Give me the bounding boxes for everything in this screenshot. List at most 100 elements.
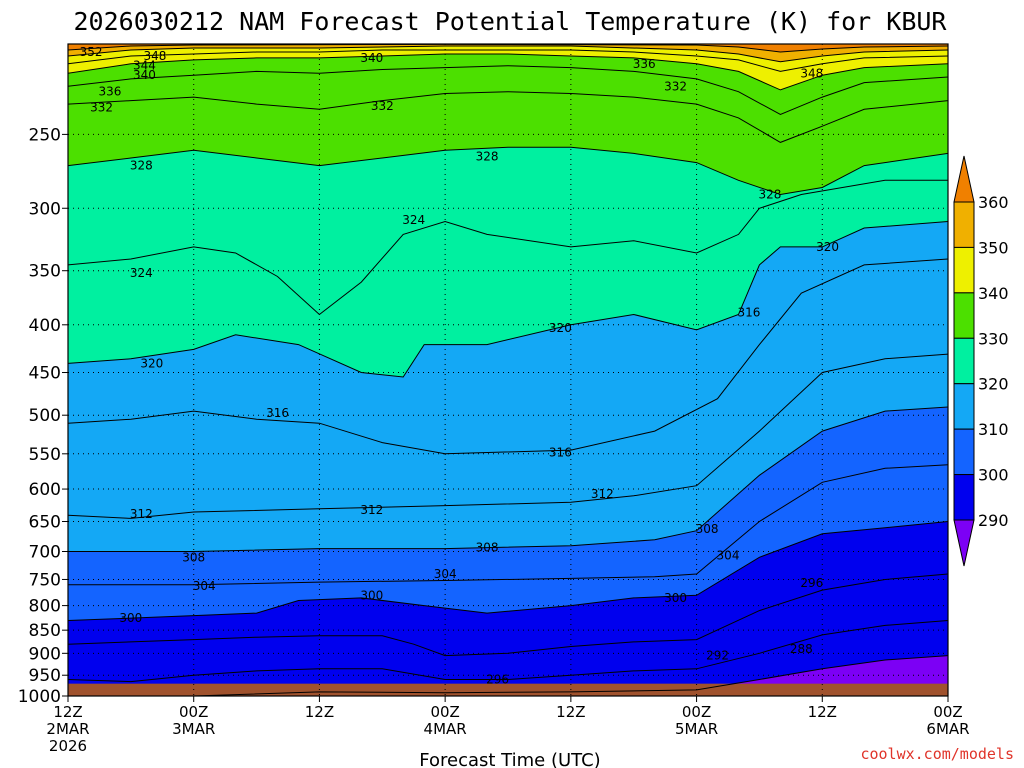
contour-label: 304 — [434, 567, 457, 581]
isentrope-352 — [68, 44, 948, 53]
contour-label: 304 — [193, 579, 216, 593]
y-tick-label: 900 — [29, 644, 61, 664]
contour-label: 332 — [90, 101, 113, 115]
contour-label: 328 — [476, 149, 499, 163]
colorbar-label: 310 — [978, 420, 1009, 439]
contour-label: 320 — [140, 356, 163, 370]
colorbar-label: 320 — [978, 375, 1009, 394]
contour-label: 312 — [360, 503, 383, 517]
y-tick-label: 650 — [29, 512, 61, 532]
contour-label: 300 — [119, 611, 142, 625]
contour-label: 308 — [696, 522, 719, 536]
y-tick-label: 750 — [29, 570, 61, 590]
isentrope-312 — [68, 353, 948, 519]
colorbar-swatch — [953, 428, 975, 476]
x-tick-label: 12Z — [53, 703, 82, 721]
y-tick-label: 550 — [29, 445, 61, 465]
contour-label: 304 — [717, 549, 740, 563]
colorbar: 360 350 340 330 320 310 300 290 — [953, 155, 1009, 567]
x-tick-label: 2026 — [49, 737, 87, 755]
contour-label: 316 — [549, 445, 572, 459]
contour-label: 348 — [143, 49, 166, 63]
y-tick-label: 950 — [29, 666, 61, 686]
x-axis-label: Forecast Time (UTC) — [419, 750, 600, 768]
x-tick-label: 00Z — [430, 703, 459, 721]
x-tick-label: 4MAR — [424, 720, 467, 738]
credit-text: coolwx.com/models — [860, 745, 1014, 763]
colorbar-label: 300 — [978, 466, 1009, 485]
contour-label: 308 — [476, 540, 499, 554]
chart-title: 2026030212 NAM Forecast Potential Temper… — [74, 7, 948, 36]
colorbar-label: 350 — [978, 238, 1009, 257]
contour-label: 332 — [371, 99, 394, 113]
y-tick-label: 800 — [29, 597, 61, 617]
isentrope-324 — [68, 179, 948, 316]
isentrope-lines — [68, 44, 948, 696]
colorbar-label: 330 — [978, 329, 1009, 348]
isentrope-336 — [68, 65, 948, 116]
x-tick-label: 00Z — [179, 703, 208, 721]
isentrope-332 — [68, 91, 948, 143]
band-below-292 — [68, 620, 948, 696]
colorbar-bottom-arrow — [953, 519, 975, 567]
colorbar-swatch — [953, 474, 975, 521]
contour-label: 300 — [664, 591, 687, 605]
isentrope-296 — [68, 573, 948, 657]
contour-label: 308 — [182, 550, 205, 564]
contour-label: 332 — [664, 79, 687, 93]
y-tick-label: 1000 — [18, 687, 61, 707]
isentrope-344 — [68, 49, 948, 72]
y-tick-label: 500 — [29, 406, 61, 426]
contour-label: 328 — [758, 188, 781, 202]
contour-label: 340 — [133, 68, 156, 82]
contour-label: 336 — [633, 57, 656, 71]
y-tick-label: 250 — [29, 125, 61, 145]
colorbar-label: 290 — [978, 511, 1009, 530]
contour-label: 296 — [486, 672, 509, 686]
x-tick-label: 00Z — [933, 703, 962, 721]
x-tick-label: 00Z — [682, 703, 711, 721]
isentrope-348 — [68, 45, 948, 63]
contour-label: 352 — [80, 45, 103, 59]
colorbar-swatch — [953, 201, 975, 248]
axes: 250 300 350 400 450 500 550 600 650 700 750 800 850 9… — [18, 43, 970, 755]
isentrope-292 — [68, 620, 948, 683]
contour-label: 344 — [133, 59, 156, 73]
contour-label: 312 — [130, 507, 153, 521]
isentrope-340 — [68, 53, 948, 91]
contour-label: 336 — [98, 85, 121, 99]
y-tick-label: 300 — [29, 199, 61, 219]
isentrope-304 — [68, 464, 948, 586]
isentrope-288 — [68, 655, 948, 696]
isentrope-308 — [68, 406, 948, 552]
isentrope-316 — [68, 258, 948, 455]
contour-label: 320 — [549, 321, 572, 335]
colorbar-swatch — [953, 337, 975, 385]
contour-label: 316 — [266, 406, 289, 420]
isentrope-300 — [68, 521, 948, 621]
contour-label: 348 — [800, 66, 823, 80]
contour-label: 300 — [360, 588, 383, 602]
contour-label: 288 — [790, 642, 813, 656]
contour-label: 316 — [737, 305, 760, 319]
y-tick-label: 400 — [29, 316, 61, 336]
contour-label: 328 — [130, 159, 153, 173]
y-tick-label: 700 — [29, 543, 61, 563]
contour-label: 292 — [706, 649, 729, 663]
contour-label: 296 — [800, 576, 823, 590]
x-tick-label: 12Z — [556, 703, 585, 721]
contour-label: 324 — [402, 213, 425, 227]
contour-label: 320 — [816, 240, 839, 254]
isentrope-328 — [68, 146, 948, 196]
x-tick-label: 12Z — [808, 703, 837, 721]
x-tick-label: 2MAR — [46, 720, 89, 738]
contour-label: 324 — [130, 266, 153, 280]
colorbar-top-arrow — [953, 155, 975, 203]
plot-frame — [67, 43, 949, 697]
x-tick-label: 12Z — [305, 703, 334, 721]
isentrope-320 — [68, 221, 948, 378]
y-tick-label: 450 — [29, 364, 61, 384]
y-tick-label: 350 — [29, 262, 61, 282]
